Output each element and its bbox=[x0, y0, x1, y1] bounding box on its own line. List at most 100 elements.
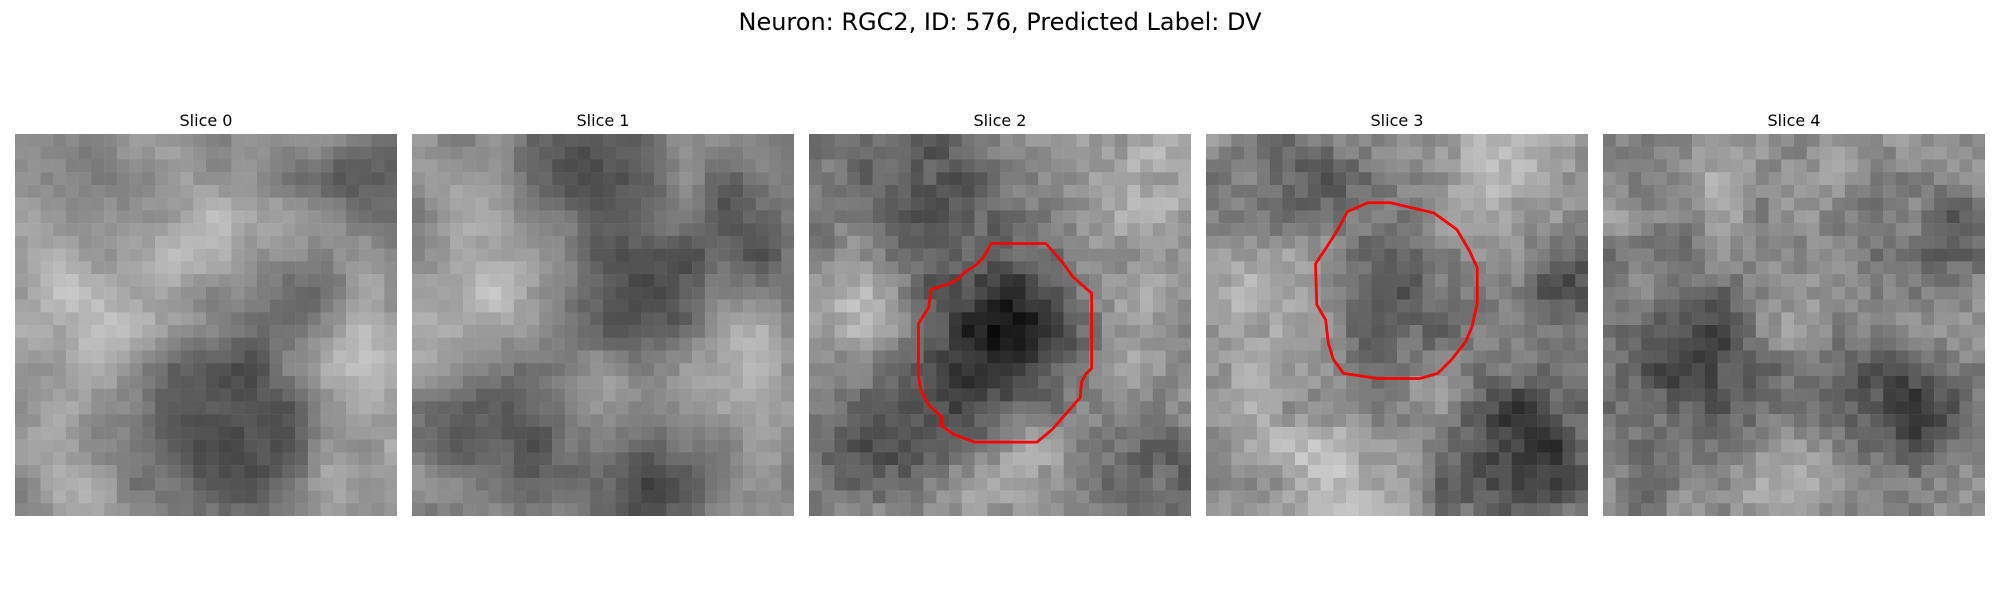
pixel bbox=[1486, 439, 1500, 453]
pixel bbox=[1447, 465, 1461, 479]
pixel bbox=[218, 465, 232, 479]
pixel bbox=[1883, 184, 1897, 198]
pixel bbox=[1537, 261, 1551, 275]
pixel bbox=[462, 261, 476, 275]
pixel bbox=[781, 261, 794, 275]
pixel bbox=[577, 286, 591, 300]
pixel bbox=[1717, 184, 1731, 198]
pixel bbox=[142, 172, 156, 186]
pixel bbox=[1908, 134, 1922, 147]
pixel bbox=[1127, 159, 1141, 173]
pixel bbox=[653, 363, 667, 377]
pixel bbox=[1307, 274, 1321, 288]
pixel bbox=[1857, 184, 1871, 198]
pixel bbox=[1743, 401, 1757, 415]
pixel bbox=[1934, 172, 1948, 186]
pixel bbox=[1256, 146, 1270, 160]
pixel bbox=[320, 414, 334, 428]
pixel bbox=[1000, 401, 1013, 415]
pixel bbox=[244, 426, 258, 440]
pixel bbox=[1307, 286, 1321, 300]
pixel bbox=[1844, 197, 1858, 211]
pixel bbox=[1063, 350, 1077, 364]
pixel bbox=[768, 248, 782, 262]
pixel bbox=[987, 477, 1001, 491]
pixel bbox=[859, 286, 873, 300]
pixel bbox=[1883, 490, 1897, 504]
pixel bbox=[1717, 325, 1731, 338]
pixel bbox=[1524, 235, 1538, 249]
pixel bbox=[1603, 159, 1616, 173]
pixel bbox=[821, 337, 835, 351]
pixel bbox=[1165, 388, 1179, 402]
pixel bbox=[704, 286, 718, 300]
pixel bbox=[1050, 223, 1064, 237]
pixel bbox=[641, 465, 655, 479]
pixel bbox=[1295, 274, 1309, 288]
pixel bbox=[450, 375, 464, 389]
pixel bbox=[1165, 503, 1179, 516]
pixel bbox=[1447, 235, 1461, 249]
pixel bbox=[1218, 235, 1232, 249]
pixel bbox=[91, 286, 105, 300]
pixel bbox=[1562, 248, 1576, 262]
pixel bbox=[1244, 388, 1258, 402]
pixel bbox=[307, 363, 321, 377]
pixel bbox=[1152, 363, 1166, 377]
pixel bbox=[1511, 375, 1525, 389]
pixel bbox=[142, 414, 156, 428]
pixel bbox=[269, 184, 283, 198]
pixel bbox=[1692, 159, 1706, 173]
pixel bbox=[371, 401, 385, 415]
pixel bbox=[1256, 286, 1270, 300]
pixel bbox=[412, 503, 425, 516]
pixel bbox=[40, 439, 54, 453]
pixel bbox=[1615, 337, 1629, 351]
pixel bbox=[603, 414, 616, 428]
pixel bbox=[1781, 223, 1795, 237]
pixel bbox=[834, 235, 848, 249]
pixel bbox=[1704, 337, 1718, 351]
pixel bbox=[1883, 235, 1897, 249]
pixel bbox=[628, 350, 642, 364]
pixel bbox=[1025, 248, 1039, 262]
pixel bbox=[282, 350, 296, 364]
pixel bbox=[1832, 414, 1846, 428]
pixel bbox=[475, 465, 489, 479]
pixel bbox=[1140, 375, 1154, 389]
pixel bbox=[1628, 210, 1642, 224]
pixel bbox=[1140, 465, 1154, 479]
pixel bbox=[526, 274, 540, 288]
pixel bbox=[1768, 439, 1782, 453]
pixel bbox=[501, 235, 515, 249]
pixel bbox=[437, 363, 451, 377]
pixel bbox=[1409, 184, 1423, 198]
pixel bbox=[1498, 375, 1512, 389]
pixel bbox=[1409, 223, 1423, 237]
pixel bbox=[1000, 286, 1013, 300]
pixel bbox=[552, 465, 566, 479]
pixel bbox=[1063, 503, 1077, 516]
pixel bbox=[1844, 465, 1858, 479]
pixel bbox=[987, 325, 1001, 338]
pixel bbox=[847, 375, 861, 389]
pixel bbox=[218, 439, 232, 453]
pixel bbox=[1679, 286, 1693, 300]
pixel bbox=[1628, 363, 1642, 377]
pixel bbox=[1819, 375, 1833, 389]
pixel bbox=[295, 299, 309, 313]
pixel bbox=[437, 299, 451, 313]
pixel bbox=[1692, 401, 1706, 415]
pixel bbox=[384, 197, 397, 211]
pixel bbox=[1870, 134, 1884, 147]
pixel bbox=[116, 235, 130, 249]
pixel bbox=[615, 388, 629, 402]
pixel bbox=[1050, 363, 1064, 377]
pixel bbox=[1603, 248, 1616, 262]
pixel bbox=[193, 503, 207, 516]
pixel bbox=[15, 172, 28, 186]
pixel bbox=[1832, 146, 1846, 160]
pixel bbox=[1063, 363, 1077, 377]
pixel bbox=[1012, 184, 1026, 198]
pixel bbox=[1307, 325, 1321, 338]
